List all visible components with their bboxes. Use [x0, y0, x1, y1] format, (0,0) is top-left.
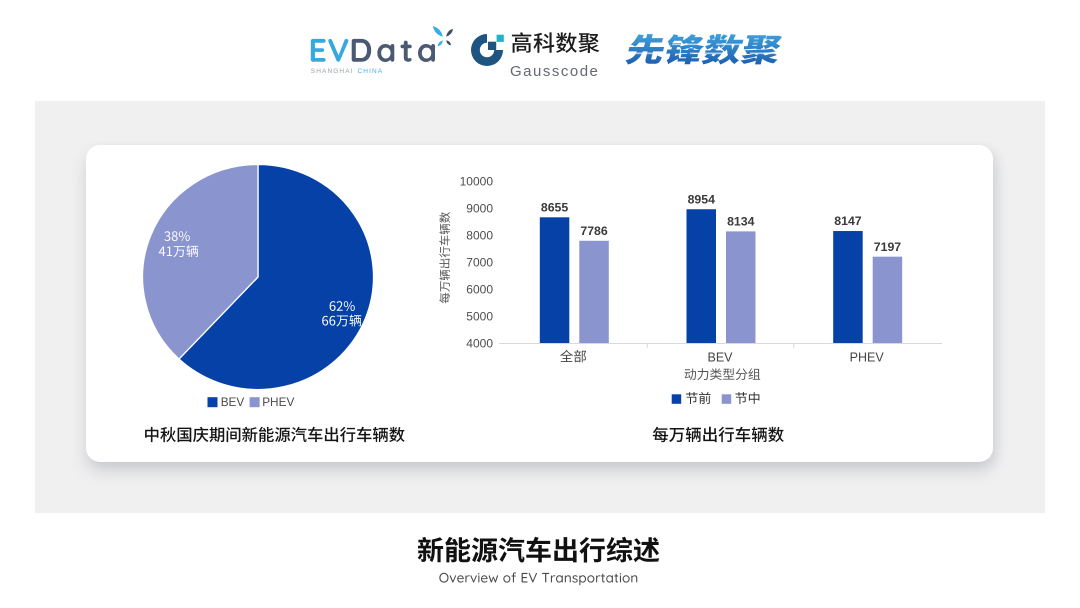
svg-text:7000: 7000 [466, 255, 493, 269]
svg-text:PHEV: PHEV [850, 351, 885, 365]
svg-text:7197: 7197 [874, 240, 902, 254]
svg-text:7786: 7786 [580, 224, 608, 238]
svg-text:BEV: BEV [221, 395, 245, 409]
svg-text:5000: 5000 [466, 309, 493, 323]
svg-text:9000: 9000 [466, 201, 493, 215]
svg-text:8954: 8954 [688, 192, 716, 206]
svg-text:BEV: BEV [707, 351, 733, 365]
svg-text:4000: 4000 [466, 336, 493, 350]
svg-text:8147: 8147 [834, 214, 862, 228]
svg-text:PHEV: PHEV [262, 395, 294, 409]
svg-text:6000: 6000 [466, 282, 493, 296]
svg-text:10000: 10000 [460, 174, 494, 188]
svg-text:SHANGHAI: SHANGHAI [311, 68, 354, 75]
svg-text:8000: 8000 [466, 228, 493, 242]
svg-text:CHINA: CHINA [358, 68, 384, 75]
svg-text:8134: 8134 [727, 215, 755, 229]
svg-text:Gausscode: Gausscode [510, 63, 599, 80]
svg-text:8655: 8655 [541, 201, 569, 215]
